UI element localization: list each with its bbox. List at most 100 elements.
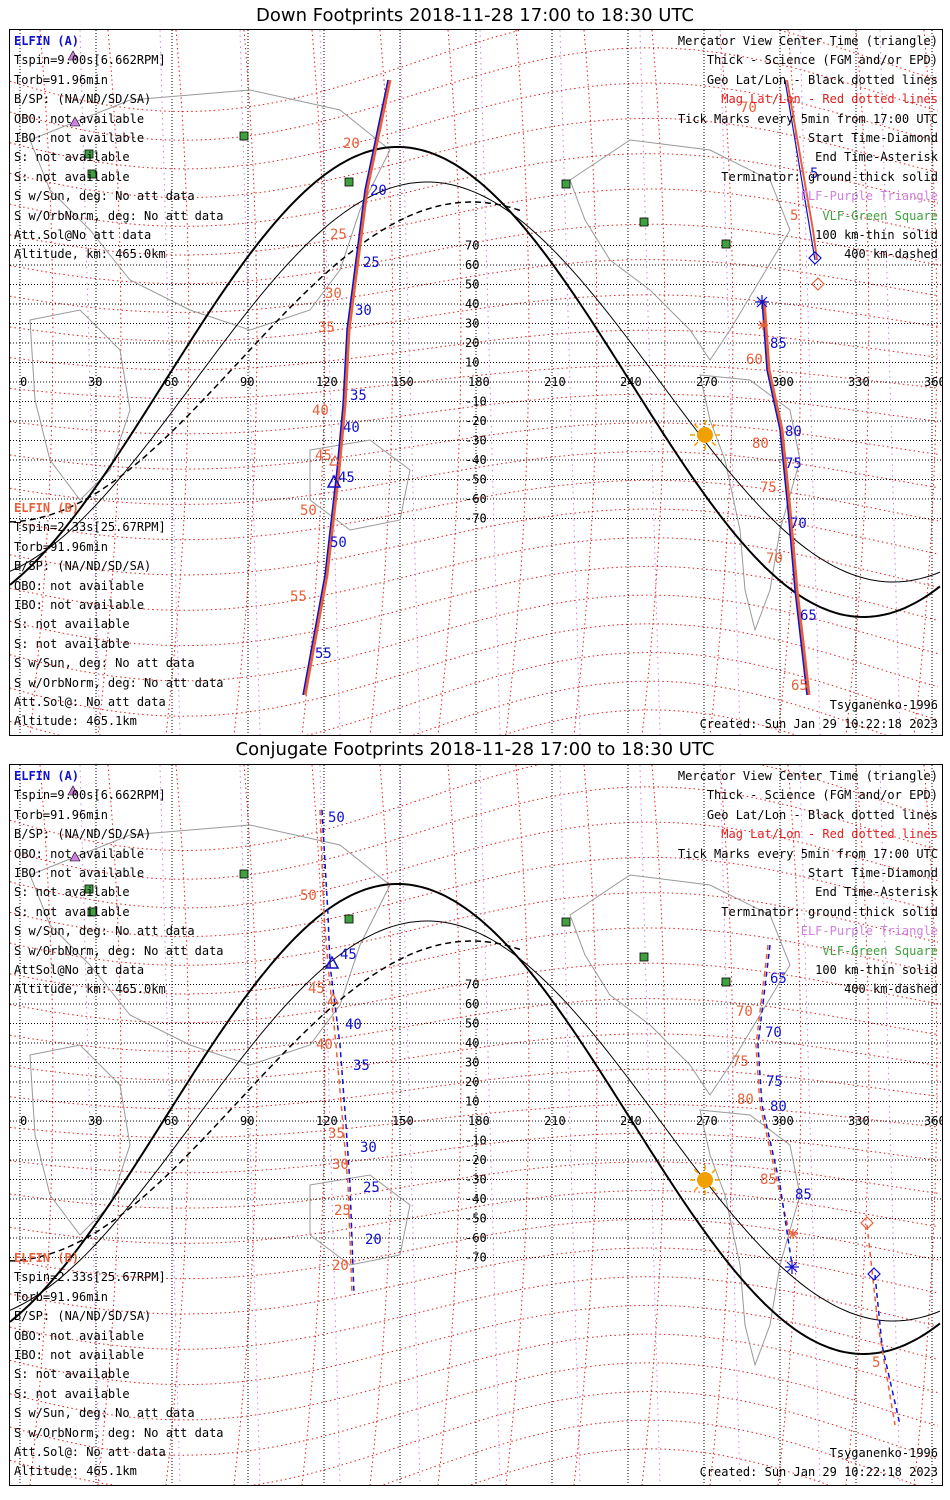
- elfin-a-time-label: 65: [800, 608, 817, 624]
- mag-lat-line: [10, 30, 939, 112]
- lon-tick-label: 180: [468, 375, 490, 389]
- continent-outline: [29, 824, 391, 1066]
- footer-created: Created: Sun Jan 29 10:22:18 2023: [699, 1465, 938, 1479]
- elfin-a-time-label: 85: [770, 336, 787, 352]
- elfin-b-track: [755, 944, 791, 1236]
- elfin-a-line: S: not available: [14, 904, 130, 919]
- lon-tick-label: 180: [468, 1114, 490, 1128]
- sun-ray: [711, 1186, 717, 1192]
- elf-station-icon: [69, 851, 81, 862]
- elfin-a-line: Torb=91.96min: [14, 72, 108, 87]
- lon-tick-label: 270: [696, 1114, 718, 1128]
- elfin-a-time-label: 70: [765, 1025, 782, 1041]
- mag-lat-line: [10, 962, 939, 1024]
- elf-line: [79, 30, 101, 735]
- mag-lat-line: [10, 479, 939, 541]
- sun-ray: [693, 423, 699, 429]
- legend-item: End Time-Asterisk: [815, 885, 938, 900]
- elfin-b-time-label: 50: [300, 888, 317, 904]
- lat-tick-label: 40: [465, 297, 479, 311]
- legend-item: Geo Lat/Lon - Black dotted lines: [706, 72, 938, 87]
- elfin-b-time-label: 70: [766, 551, 783, 567]
- elfin-a-line: Altitude, km: 465.0km: [14, 247, 166, 262]
- continent-outline: [29, 309, 131, 501]
- elfin-a-time-label: 40: [343, 420, 360, 436]
- mag-lon-line: [165, 765, 190, 1485]
- mag-lon-line: [573, 765, 598, 1485]
- sun-ray: [711, 423, 717, 429]
- elfin-b-time-label: 30: [325, 286, 342, 302]
- elfin-b-line: Torb=91.96min: [14, 539, 108, 554]
- mag-lat-line: [10, 1362, 939, 1456]
- elfin-a-time-label: 20: [365, 1232, 382, 1248]
- mag-lon-line: [29, 30, 54, 735]
- center-triangle-b: [326, 992, 340, 1004]
- elf-line: [319, 30, 341, 735]
- terminator-400km: [10, 940, 521, 1262]
- lon-tick-label: 120: [316, 1114, 338, 1128]
- elfin-a-title: ELFIN (A): [14, 769, 80, 783]
- elf-line: [559, 30, 581, 735]
- mag-lat-line: [10, 1218, 939, 1280]
- elf-line: [799, 30, 821, 735]
- mag-lon-line: [369, 30, 394, 735]
- elf-line: [639, 765, 661, 1485]
- legend-item: 400 km-dashed: [844, 982, 938, 997]
- mag-lat-line: [10, 623, 939, 717]
- mag-lon-line: [709, 765, 734, 1485]
- elfin-b-time-label: 70: [736, 1004, 753, 1020]
- legend-block: Mercator View Center Time (triangle) Thi…: [678, 767, 938, 1000]
- elfin-a-time-label: 75: [785, 456, 802, 472]
- elfin-a-time-label: 35: [353, 1058, 370, 1074]
- elfin-b-line: S: not available: [14, 1367, 130, 1382]
- lon-tick-label: 360: [924, 1114, 942, 1128]
- elfin-b-time-label: 5: [790, 208, 798, 224]
- elfin-a-line: B/SP: (NA/ND/SD/SA): [14, 92, 152, 107]
- elfin-a-line: B/SP: (NA/ND/SD/SA): [14, 827, 152, 842]
- footer-created: Created: Sun Jan 29 10:22:18 2023: [699, 717, 938, 731]
- elfin-b-track: [303, 79, 392, 696]
- elfin-a-time-label: 35: [350, 388, 367, 404]
- lat-tick-label: -70: [465, 512, 487, 526]
- lon-tick-label: 210: [544, 375, 566, 389]
- lat-tick-label: -40: [465, 1192, 487, 1206]
- elfin-b-time-label: 30: [332, 1157, 349, 1173]
- elf-line: [159, 765, 181, 1485]
- elfin-a-info-block: ELFIN (A) Tspin=9.00s[6.662RPM] Torb=91.…: [14, 767, 224, 1000]
- mag-lat-line: [10, 594, 939, 682]
- mag-lon-line: [437, 765, 462, 1485]
- legend-item: Thick - Science (FGM and/or EPD): [706, 53, 938, 68]
- start-diamond-a: [867, 1267, 881, 1281]
- legend-item: Mag Lat/Lon - Red dotted lines: [721, 827, 938, 842]
- panel-title-down: Down Footprints 2018-11-28 17:00 to 18:3…: [256, 5, 694, 26]
- mag-lon-line: [369, 765, 394, 1485]
- map-canvas-conjugate: 0 30 60 90 120 150 180 210 240 270 300 330 360 70 60 50…: [10, 765, 942, 1485]
- elfin-a-time-label: 70: [790, 516, 807, 532]
- lon-tick-label: 90: [240, 375, 254, 389]
- elfin-b-time-label: 80: [752, 436, 769, 452]
- mag-lon-line: [29, 765, 54, 1485]
- lon-tick-label: 240: [620, 1114, 642, 1128]
- elf-line: [559, 765, 581, 1485]
- elfin-a-track: [784, 79, 816, 261]
- lon-tick-label: 300: [772, 375, 794, 389]
- elfin-b-time-label: 65: [791, 678, 808, 694]
- mag-lat-line: [10, 82, 939, 170]
- elfin-b-time-label: 25: [330, 227, 347, 243]
- elfin-a-line: Torb=91.96min: [14, 807, 108, 822]
- lon-tick-label: 30: [88, 1114, 102, 1128]
- sun-ray: [693, 441, 699, 447]
- vlf-station-icon: [87, 907, 97, 917]
- elfin-b-time-label: 35: [328, 1126, 345, 1142]
- elfin-b-time-label: 40: [312, 403, 329, 419]
- lat-tick-label: -10: [465, 395, 487, 409]
- end-asterisk-a: [785, 1260, 799, 1274]
- elf-station-icon: [69, 116, 81, 127]
- mag-lat-line: [10, 47, 939, 141]
- mag-lon-line: [573, 30, 598, 735]
- elfin-b-time-label: 45: [308, 981, 325, 997]
- elfin-b-track: [786, 79, 818, 261]
- elfin-b-line: Att.Sol@: No att data: [14, 695, 166, 710]
- lat-tick-label: -40: [465, 453, 487, 467]
- end-asterisk-b: [758, 320, 768, 330]
